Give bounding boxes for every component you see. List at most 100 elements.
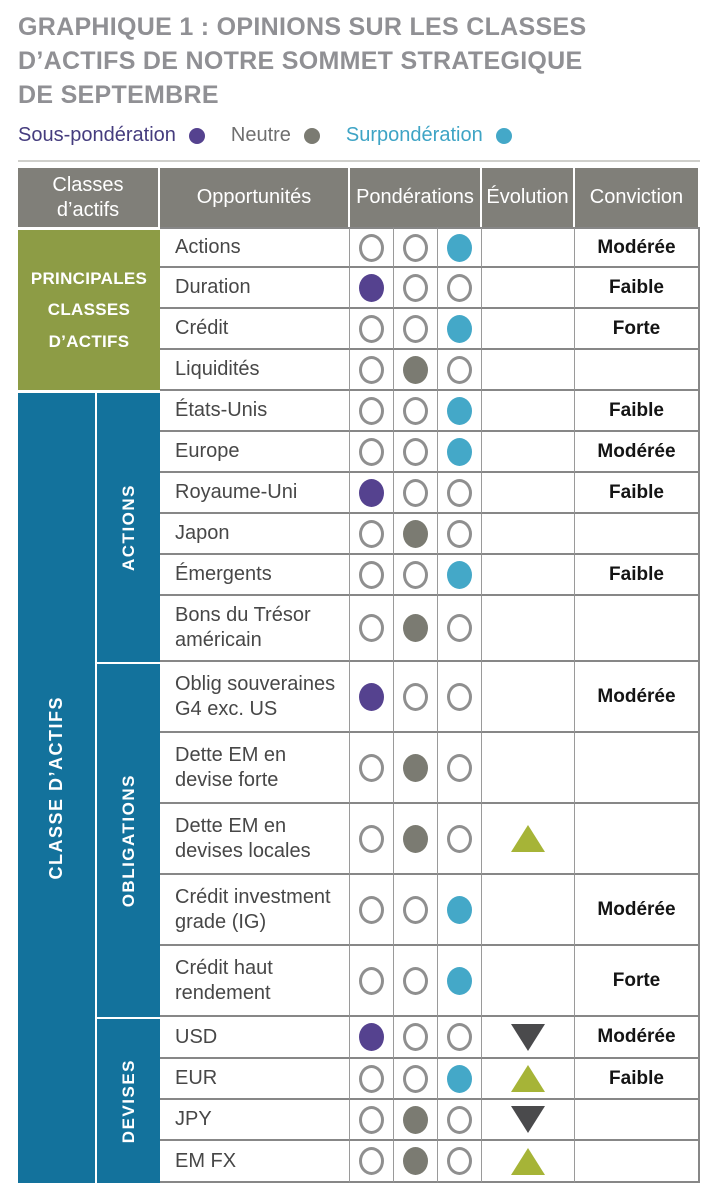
weighting-cell-sous [350,391,394,432]
weighting-circle-sur [447,478,472,507]
weighting-circle-sous [359,314,384,343]
weighting-cell-neutre [394,946,438,1017]
conviction-cell: Modérée [575,1017,700,1059]
opportunity-cell: EUR [160,1059,350,1100]
col-header-classes-actifs-label: Classes d’actifs [52,173,124,221]
opportunity-cell: Crédit investment grade (IG) [160,875,350,946]
conviction-value: Forte [612,969,661,991]
weighting-circle-sur-selected [447,560,472,589]
weighting-circle-neutre [403,1064,428,1093]
conviction-value: Modérée [597,1026,676,1047]
weighting-circle-sous [359,560,384,589]
conviction-value: Faible [609,563,664,585]
conviction-cell: Forte [575,309,700,350]
weighting-circle-sur [447,1105,472,1134]
opportunity-cell: Crédit [160,309,350,350]
weighting-circle-sous [359,824,384,853]
conviction-cell [575,1141,700,1183]
weighting-cell-neutre [394,1141,438,1183]
weighting-cell-sur [438,350,482,391]
evolution-cell [482,473,575,514]
page-title: GRAPHIQUE 1 : OPINIONS SUR LES CLASSES D… [18,13,587,109]
evolution-cell [482,268,575,309]
weighting-circle-sur [447,1147,472,1175]
weighting-circle-sous [359,753,384,782]
weighting-circle-sous [359,1147,384,1175]
weighting-circle-neutre [403,437,428,466]
weighting-cell-neutre [394,473,438,514]
opportunity-cell: USD [160,1017,350,1059]
weighting-circle-neutre [403,396,428,425]
subgroup-label-obligations: OBLIGATIONS [118,773,138,908]
overweight-dot-icon [495,127,512,144]
opportunity-label: Royaume-Uni [175,481,298,503]
weighting-cell-neutre [394,875,438,946]
evolution-cell [482,733,575,804]
opportunity-label: Crédit [175,317,229,339]
weighting-circle-neutre-selected [403,753,428,782]
conviction-cell: Modérée [575,227,700,268]
conviction-value: Forte [612,317,661,339]
weighting-cell-sous [350,555,394,596]
opportunity-cell: Émergents [160,555,350,596]
weighting-cell-neutre [394,596,438,662]
weighting-cell-sous [350,1100,394,1141]
evolution-up-triangle-icon [511,825,545,852]
evolution-cell [482,596,575,662]
weighting-cell-neutre [394,391,438,432]
weighting-cell-neutre [394,804,438,875]
opportunity-cell: Europe [160,432,350,473]
weighting-cell-neutre [394,432,438,473]
opportunity-label: Japon [175,522,230,544]
weighting-cell-neutre [394,350,438,391]
group-block-principales-classes-actifs: PRINCIPALES CLASSES D’ACTIFS [18,230,160,390]
weighting-circle-neutre [403,895,428,924]
legend: Sous-pondération Neutre Surpondération [18,124,700,147]
underweight-dot-icon [188,127,205,144]
subgroup-block-actions: ACTIONS [97,393,160,662]
legend-label-neutre: Neutre [230,124,291,146]
conviction-value: Modérée [597,440,676,462]
conviction-value: Faible [609,481,664,503]
weighting-cell-neutre [394,733,438,804]
weighting-cell-sous [350,804,394,875]
opportunity-label: Crédit investment grade (IG) [175,885,331,933]
weighting-circle-neutre-selected [403,824,428,853]
conviction-value: Modérée [597,685,676,707]
weighting-cell-sur [438,875,482,946]
weighting-cell-sur [438,804,482,875]
weighting-cell-neutre [394,1100,438,1141]
evolution-cell [482,875,575,946]
divider [18,160,700,162]
evolution-cell [482,1059,575,1100]
weighting-cell-neutre [394,227,438,268]
weighting-circle-sur [447,273,472,302]
weighting-cell-sous [350,1141,394,1183]
weighting-cell-sous [350,1059,394,1100]
opportunity-label: EUR [175,1067,218,1089]
weighting-cell-sous [350,514,394,555]
weighting-cell-sur [438,473,482,514]
evolution-down-triangle-icon [511,1106,545,1133]
evolution-cell [482,555,575,596]
conviction-cell [575,804,700,875]
conviction-cell: Faible [575,1059,700,1100]
conviction-cell: Faible [575,473,700,514]
weighting-cell-sur [438,733,482,804]
weighting-cell-sur [438,391,482,432]
group-label-classe-actifs: CLASSE D’ACTIFS [46,696,66,880]
col-header-opportunites: Opportunités [160,168,350,227]
weighting-circle-sur-selected [447,437,472,466]
weighting-circle-sous-selected [359,478,384,507]
legend-label-sous-ponderation: Sous-pondération [18,124,176,146]
weighting-circle-sur-selected [447,966,472,995]
weighting-circle-neutre-selected [403,519,428,548]
weighting-circle-sous [359,437,384,466]
weighting-circle-sous-selected [359,682,384,711]
weighting-cell-neutre [394,555,438,596]
opportunity-label: EM FX [175,1149,237,1172]
weighting-cell-neutre [394,268,438,309]
conviction-cell [575,733,700,804]
weighting-circle-sous [359,1105,384,1134]
